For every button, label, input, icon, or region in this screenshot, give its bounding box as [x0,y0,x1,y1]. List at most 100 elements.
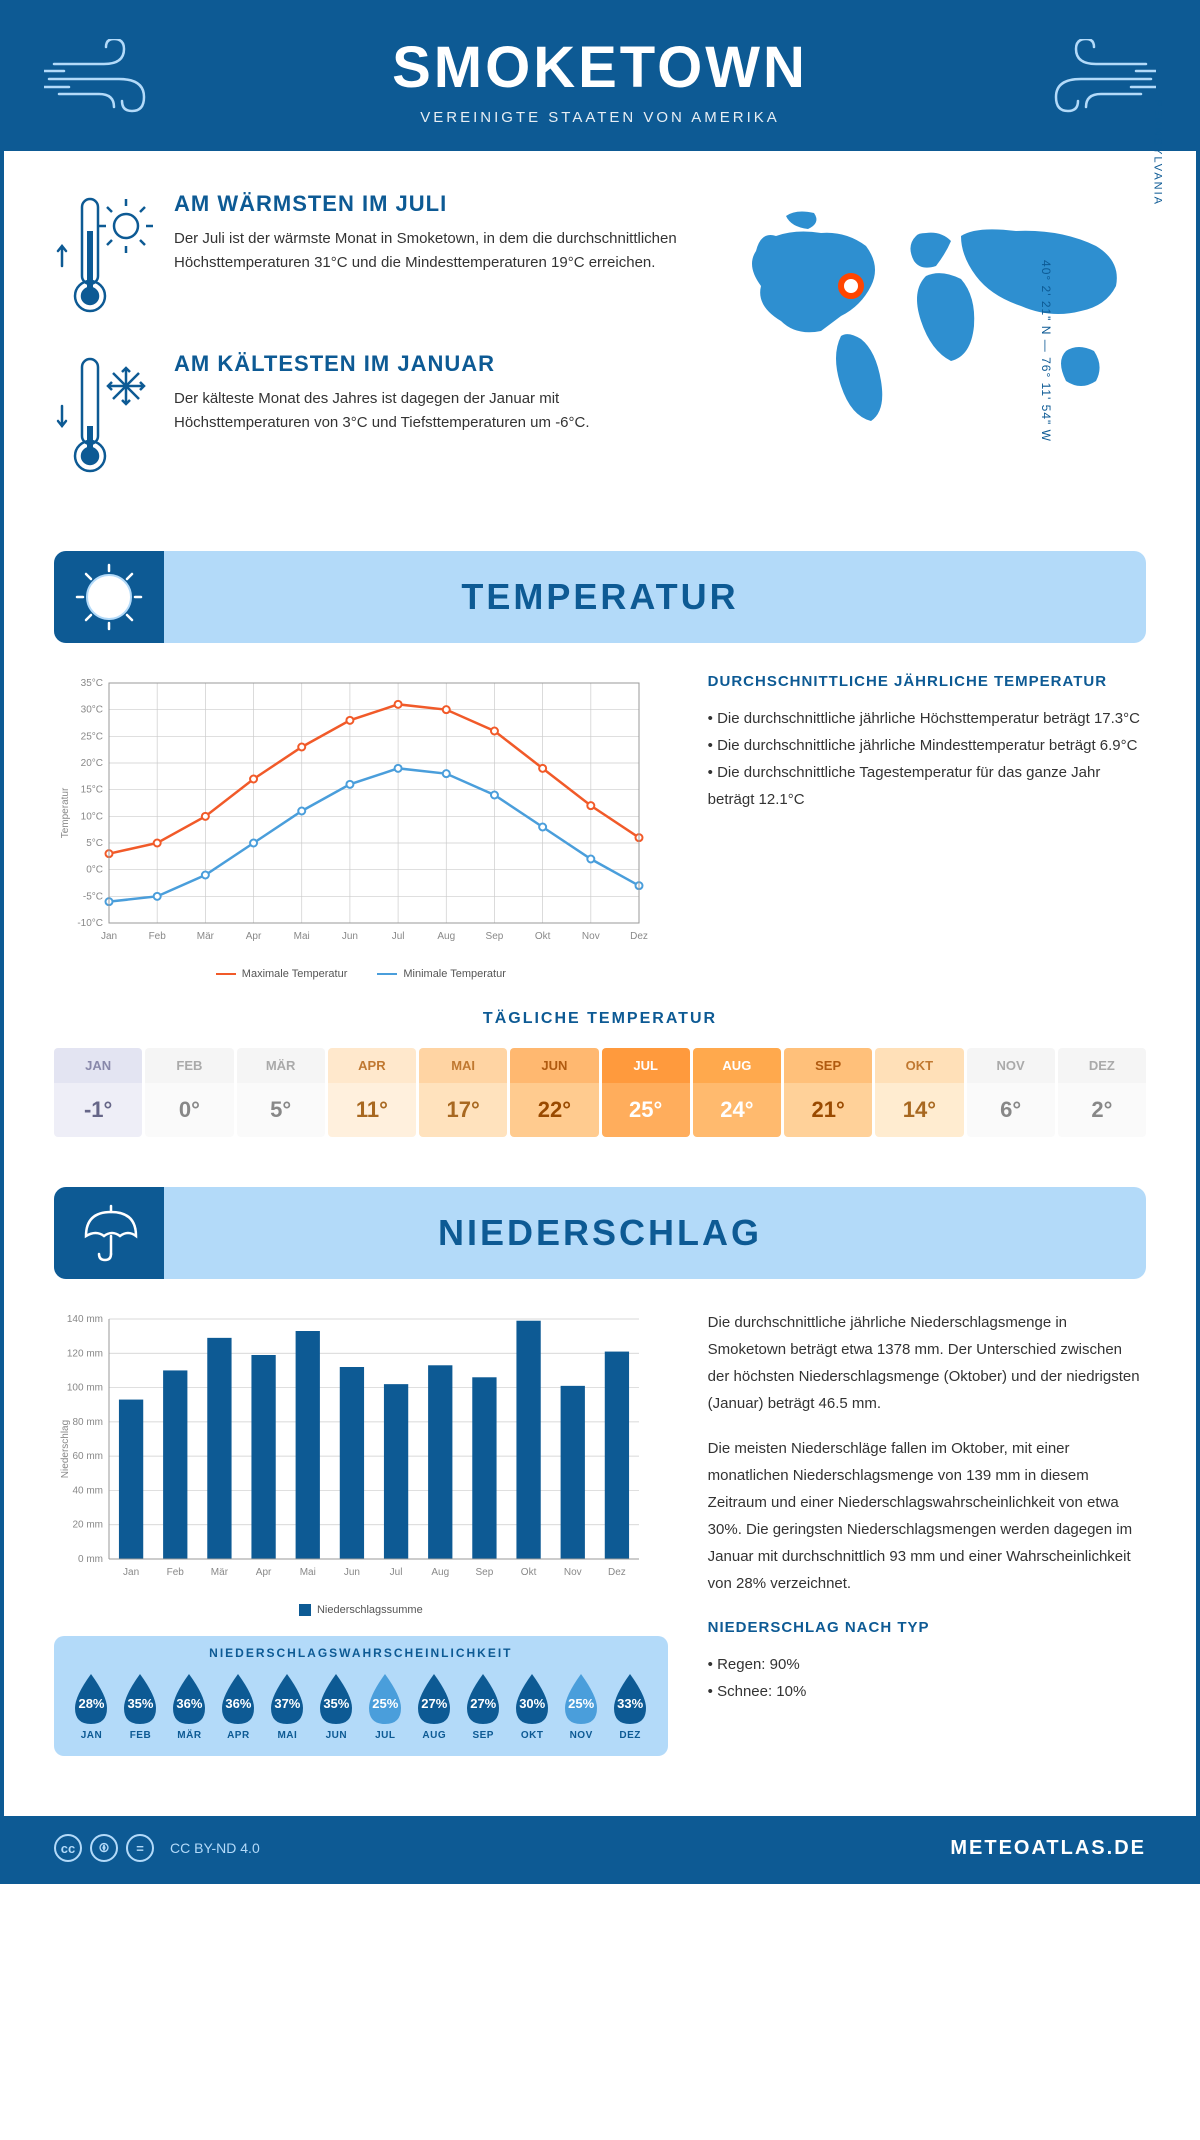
svg-text:Mär: Mär [197,931,215,942]
temp-cell: SEP 21° [784,1048,872,1137]
legend-min-label: Minimale Temperatur [403,968,506,980]
page-footer: cc 🅯 = CC BY-ND 4.0 METEOATLAS.DE [4,1816,1196,1880]
license-badges: cc 🅯 = CC BY-ND 4.0 [54,1834,260,1862]
svg-text:Jan: Jan [123,1567,139,1578]
temp-side-points: Die durchschnittliche jährliche Höchstte… [708,705,1146,813]
warmest-text: Der Juli ist der wärmste Monat in Smoket… [174,227,686,275]
precip-text-2: Die meisten Niederschläge fallen im Okto… [708,1435,1146,1597]
svg-text:Feb: Feb [149,931,167,942]
svg-text:10°C: 10°C [81,811,103,822]
precip-type-points: Regen: 90%Schnee: 10% [708,1651,1146,1705]
precip-prob-title: NIEDERSCHLAGSWAHRSCHEINLICHKEIT [69,1646,653,1660]
precip-drop: 35% FEB [118,1672,163,1741]
precip-text-1: Die durchschnittliche jährliche Niedersc… [708,1309,1146,1417]
svg-text:5°C: 5°C [86,838,103,849]
precip-drop: 28% JAN [69,1672,114,1741]
svg-text:-5°C: -5°C [83,891,103,902]
svg-text:Nov: Nov [564,1567,582,1578]
temp-side-title: DURCHSCHNITTLICHE JÄHRLICHE TEMPERATUR [708,673,1146,690]
svg-text:140 mm: 140 mm [67,1314,103,1325]
svg-text:20°C: 20°C [81,758,103,769]
precip-bar-chart: 0 mm20 mm40 mm60 mm80 mm100 mm120 mm140 … [54,1309,668,1616]
svg-text:Niederschlag: Niederschlag [60,1420,71,1478]
precip-drop: 36% APR [216,1672,261,1741]
precip-drop: 30% OKT [510,1672,555,1741]
thermometer-hot-icon [54,191,154,321]
temp-cell: NOV 6° [967,1048,1055,1137]
svg-text:Mär: Mär [211,1567,229,1578]
svg-text:Feb: Feb [167,1567,185,1578]
svg-text:Okt: Okt [535,931,551,942]
temp-cell: APR 11° [328,1048,416,1137]
thermometer-cold-icon [54,351,154,481]
precip-type-title: NIEDERSCHLAG NACH TYP [708,1619,1146,1636]
svg-text:Sep: Sep [486,931,504,942]
svg-text:25°C: 25°C [81,731,103,742]
precip-probability-box: NIEDERSCHLAGSWAHRSCHEINLICHKEIT 28% JAN … [54,1636,668,1756]
precip-drop: 33% DEZ [608,1672,653,1741]
temperature-section-header: TEMPERATUR [54,551,1146,643]
region-label: PENNSYLVANIA [1152,99,1164,206]
svg-text:Apr: Apr [246,931,262,942]
temp-cell: MÄR 5° [237,1048,325,1137]
precip-drop: 25% JUL [363,1672,408,1741]
daily-temp-title: TÄGLICHE TEMPERATUR [54,1010,1146,1028]
svg-text:Jul: Jul [392,931,405,942]
daily-temp-table: JAN -1° FEB 0° MÄR 5° APR 11° MAI 17° JU… [54,1048,1146,1137]
svg-text:Okt: Okt [521,1567,537,1578]
svg-text:Jun: Jun [344,1567,360,1578]
legend-precip-label: Niederschlagssumme [317,1604,423,1616]
svg-text:Jul: Jul [390,1567,403,1578]
warmest-block: AM WÄRMSTEN IM JULI Der Juli ist der wär… [54,191,686,321]
country-subtitle: VEREINIGTE STAATEN VON AMERIKA [24,109,1176,126]
wind-icon-left [44,39,164,119]
coldest-block: AM KÄLTESTEN IM JANUAR Der kälteste Mona… [54,351,686,481]
wind-icon-right [1036,39,1156,119]
nd-icon: = [126,1834,154,1862]
precip-drop: 35% JUN [314,1672,359,1741]
temp-cell: JUL 25° [602,1048,690,1137]
svg-text:Nov: Nov [582,931,600,942]
svg-text:15°C: 15°C [81,785,103,796]
svg-text:Jan: Jan [101,931,117,942]
precip-drop: 37% MAI [265,1672,310,1741]
temperature-title: TEMPERATUR [84,576,1116,618]
coldest-text: Der kälteste Monat des Jahres ist dagege… [174,387,686,435]
svg-text:Sep: Sep [476,1567,494,1578]
footer-brand: METEOATLAS.DE [950,1837,1146,1860]
svg-text:30°C: 30°C [81,705,103,716]
svg-text:Apr: Apr [256,1567,272,1578]
temp-cell: FEB 0° [145,1048,233,1137]
precip-drop: 27% SEP [461,1672,506,1741]
svg-text:35°C: 35°C [81,678,103,689]
svg-text:60 mm: 60 mm [72,1451,103,1462]
svg-text:Mai: Mai [300,1567,316,1578]
temp-cell: JUN 22° [510,1048,598,1137]
svg-text:40 mm: 40 mm [72,1485,103,1496]
svg-text:0 mm: 0 mm [78,1554,103,1565]
legend-max-label: Maximale Temperatur [242,968,348,980]
svg-text:80 mm: 80 mm [72,1417,103,1428]
temp-cell: DEZ 2° [1058,1048,1146,1137]
temp-cell: MAI 17° [419,1048,507,1137]
sun-icon [54,551,164,643]
precip-drop: 36% MÄR [167,1672,212,1741]
coldest-title: AM KÄLTESTEN IM JANUAR [174,351,686,377]
svg-text:0°C: 0°C [86,865,103,876]
by-icon: 🅯 [90,1834,118,1862]
precip-section-header: NIEDERSCHLAG [54,1187,1146,1279]
svg-text:Dez: Dez [630,931,648,942]
precip-drop: 25% NOV [559,1672,604,1741]
svg-text:Jun: Jun [342,931,358,942]
precip-title: NIEDERSCHLAG [84,1212,1116,1254]
svg-text:100 mm: 100 mm [67,1383,103,1394]
svg-text:Mai: Mai [294,931,310,942]
temp-cell: AUG 24° [693,1048,781,1137]
precip-drop: 27% AUG [412,1672,457,1741]
cc-icon: cc [54,1834,82,1862]
temp-cell: OKT 14° [875,1048,963,1137]
svg-text:-10°C: -10°C [77,918,103,929]
svg-text:120 mm: 120 mm [67,1348,103,1359]
city-title: SMOKETOWN [24,34,1176,101]
svg-text:Aug: Aug [437,931,455,942]
